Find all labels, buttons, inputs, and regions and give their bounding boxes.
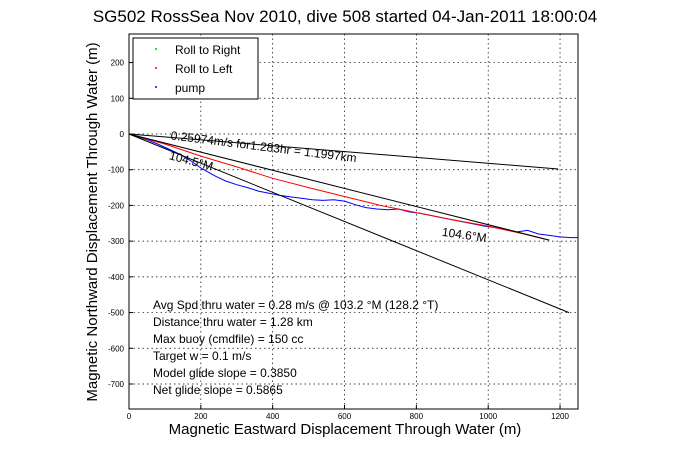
x-tick-label: 800 [410,412,424,421]
x-tick-label: 0 [127,412,132,421]
y-tick-label: -300 [108,237,125,246]
y-tick-label: 0 [120,130,125,139]
y-tick-label: -100 [108,166,125,175]
grid [129,34,578,409]
axis-ticks: 0 200 400 600 800 1000 12002001000-100-200-300… [108,59,570,421]
series-line-2 [128,133,559,170]
y-tick-label: -700 [108,380,125,389]
legend-label: Roll to Right [175,43,241,57]
stat-line: Max buoy (cmdfile) = 150 cc [153,332,303,346]
chart-title: SG502 RossSea Nov 2010, dive 508 started… [93,7,597,26]
stat-line: Model glide slope = 0.3850 [153,366,297,380]
y-tick-label: -600 [108,344,125,353]
series-line-3 [128,133,570,314]
legend-label: pump [175,81,205,95]
y-tick-label: -200 [108,201,125,210]
series-line-4 [128,133,550,241]
stats-text: Avg Spd thru water = 0.28 m/s @ 103.2 °M… [153,298,438,397]
series-lines [128,133,578,314]
stat-line: Distance thru water = 1.28 km [153,315,313,329]
x-tick-label: 600 [338,412,352,421]
y-tick-label: 200 [111,59,125,68]
x-tick-label: 1000 [479,412,497,421]
legend-marker [155,67,157,69]
legend-box [132,37,259,100]
stat-line: Avg Spd thru water = 0.28 m/s @ 103.2 °M… [153,298,438,312]
legend-label: Roll to Left [175,62,233,76]
y-tick-label: -500 [108,309,125,318]
x-tick-label: 400 [266,412,280,421]
annotation-label: 104.6°M [441,225,487,245]
stat-line: Net glide slope = 0.5865 [153,383,283,397]
y-axis-label: Magnetic Northward Displacement Through … [84,42,101,401]
stat-line: Target w = 0.1 m/s [153,349,251,363]
y-tick-label: -400 [108,273,125,282]
legend: Roll to Right Roll to Left pump [132,37,259,100]
y-tick-label: 100 [111,94,125,103]
x-tick-label: 1200 [551,412,569,421]
legend-marker [155,86,157,88]
series-line-1 [128,133,546,240]
x-tick-label: 200 [194,412,208,421]
x-axis-label: Magnetic Eastward Displacement Through W… [169,421,522,438]
legend-marker [155,48,157,50]
